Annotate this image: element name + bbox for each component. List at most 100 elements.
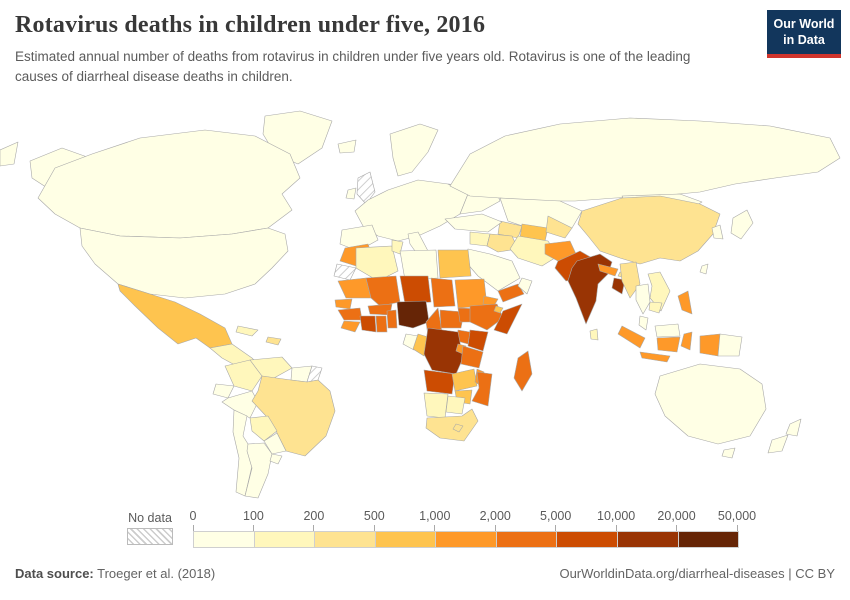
country-nepal[interactable]: [597, 263, 619, 277]
country-iceland[interactable]: [337, 139, 357, 154]
country-botswana[interactable]: [445, 395, 466, 415]
legend-segment-6[interactable]: [557, 532, 618, 547]
country-hispaniola[interactable]: [265, 336, 282, 346]
country-papua-indonesia[interactable]: [699, 333, 721, 357]
country-cambodia[interactable]: [648, 301, 663, 314]
legend-tick-label: 500: [363, 509, 385, 523]
legend-tick-mark: [676, 525, 678, 531]
country-usa[interactable]: [79, 227, 289, 299]
map-legend: No data 0 100 200 500 1,000 2,000 5,000 10,000 2…: [0, 509, 850, 553]
country-sri-lanka[interactable]: [589, 328, 599, 341]
legend-color-bar: [193, 531, 739, 548]
legend-segment-3[interactable]: [375, 532, 437, 547]
legend-segment-1[interactable]: [254, 532, 316, 547]
country-canada[interactable]: [37, 129, 301, 239]
country-new-zealand-south[interactable]: [767, 434, 789, 454]
country-djibouti[interactable]: [493, 305, 504, 314]
country-tunisia[interactable]: [391, 239, 404, 255]
country-niger[interactable]: [399, 275, 432, 305]
country-mali[interactable]: [365, 275, 401, 307]
country-sulawesi[interactable]: [680, 331, 693, 351]
country-cote-divoire[interactable]: [359, 315, 377, 333]
country-laos-vietnam[interactable]: [647, 271, 671, 312]
country-uk[interactable]: [356, 171, 376, 205]
country-kyrgyz-tajik[interactable]: [545, 215, 573, 239]
country-taiwan[interactable]: [699, 263, 709, 275]
country-uruguay[interactable]: [269, 453, 283, 465]
country-chukotka[interactable]: [0, 141, 19, 167]
country-argentina[interactable]: [244, 442, 273, 499]
country-philippines[interactable]: [677, 290, 693, 315]
country-scandinavia[interactable]: [389, 123, 439, 177]
country-mauritania[interactable]: [337, 277, 372, 299]
country-bangladesh[interactable]: [611, 277, 626, 295]
country-lesotho[interactable]: [452, 423, 464, 433]
country-australia[interactable]: [654, 363, 767, 445]
country-brazil[interactable]: [251, 375, 336, 457]
owid-logo[interactable]: Our World in Data: [767, 10, 841, 59]
country-zambia[interactable]: [451, 368, 478, 392]
country-china[interactable]: [577, 195, 721, 265]
country-korea[interactable]: [711, 224, 724, 240]
country-egypt[interactable]: [437, 249, 472, 279]
country-sumatra[interactable]: [617, 325, 646, 349]
country-ecuador[interactable]: [212, 383, 235, 399]
country-oman[interactable]: [517, 277, 533, 295]
legend-no-data: No data: [127, 511, 173, 545]
country-thailand[interactable]: [635, 283, 651, 315]
legend-segment-2[interactable]: [315, 532, 376, 547]
country-borneo-malaysia[interactable]: [654, 323, 681, 338]
country-myanmar[interactable]: [619, 261, 641, 299]
owid-url-link[interactable]: OurWorldinData.org/diarrheal-diseases | …: [559, 566, 835, 581]
legend-tick-label: 0: [189, 509, 197, 523]
legend-segment-0[interactable]: [194, 532, 255, 547]
country-malaysia-peninsula[interactable]: [638, 315, 649, 331]
country-algeria[interactable]: [355, 245, 399, 282]
country-ghana[interactable]: [375, 315, 388, 333]
country-colombia[interactable]: [224, 359, 263, 392]
country-tasmania[interactable]: [721, 447, 736, 459]
country-japan[interactable]: [730, 209, 754, 240]
country-namibia[interactable]: [423, 392, 449, 419]
country-western-sahara[interactable]: [333, 263, 357, 281]
country-paraguay[interactable]: [263, 432, 287, 455]
country-chad[interactable]: [430, 277, 456, 308]
country-new-zealand-north[interactable]: [785, 418, 802, 437]
country-cuba[interactable]: [235, 325, 259, 337]
country-somalia[interactable]: [493, 303, 523, 335]
country-guinea[interactable]: [337, 307, 363, 321]
legend-segment-4[interactable]: [436, 532, 497, 547]
country-kalimantan[interactable]: [656, 336, 681, 353]
country-ireland[interactable]: [345, 187, 357, 200]
country-syria-levant[interactable]: [469, 231, 491, 247]
country-central-african-republic[interactable]: [439, 309, 465, 329]
country-turkey[interactable]: [444, 213, 503, 233]
no-data-swatch[interactable]: [127, 528, 173, 545]
country-nigeria[interactable]: [396, 300, 430, 329]
country-tanzania[interactable]: [460, 345, 484, 369]
country-sudan[interactable]: [454, 278, 488, 309]
legend-segment-5[interactable]: [496, 532, 558, 547]
country-papua-new-guinea[interactable]: [717, 333, 743, 357]
legend-segment-7[interactable]: [617, 532, 679, 547]
country-senegal[interactable]: [334, 298, 353, 310]
country-sierra-leone-liberia[interactable]: [340, 320, 361, 333]
country-venezuela[interactable]: [249, 356, 293, 379]
country-iraq[interactable]: [486, 233, 519, 253]
legend-tick-label: 5,000: [540, 509, 572, 523]
country-yemen[interactable]: [497, 283, 525, 303]
country-india[interactable]: [567, 253, 613, 325]
country-angola[interactable]: [423, 369, 456, 395]
country-madagascar[interactable]: [513, 350, 533, 392]
country-iran[interactable]: [509, 235, 559, 267]
country-libya[interactable]: [399, 249, 439, 281]
legend-segment-8[interactable]: [678, 532, 739, 547]
country-russia[interactable]: [449, 117, 841, 202]
country-south-africa[interactable]: [425, 408, 479, 442]
country-mozambique[interactable]: [471, 371, 493, 407]
country-java[interactable]: [639, 351, 671, 363]
country-togo-benin[interactable]: [386, 309, 398, 329]
country-bolivia[interactable]: [249, 415, 278, 442]
country-kenya[interactable]: [467, 329, 489, 352]
owid-logo-line1: Our World: [773, 17, 835, 31]
